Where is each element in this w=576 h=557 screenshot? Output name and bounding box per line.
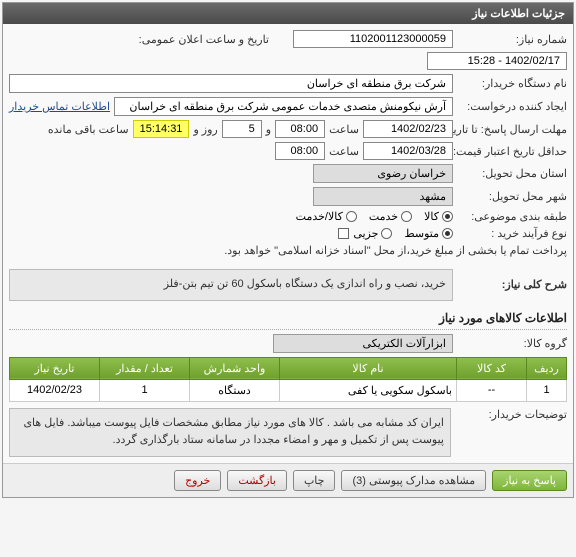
city-label: شهر محل تحویل: xyxy=(457,190,567,203)
col-row: ردیف xyxy=(527,357,567,379)
cell-qty: 1 xyxy=(100,379,190,401)
cell-name: باسکول سکویی یا کفی xyxy=(280,379,457,401)
button-bar: پاسخ به نیاز مشاهده مدارک پیوستی (3) چاپ… xyxy=(3,463,573,497)
reply-button[interactable]: پاسخ به نیاز xyxy=(492,470,567,491)
req-no-value: 1102001123000059 xyxy=(293,30,453,48)
panel-title: جزئیات اطلاعات نیاز xyxy=(3,3,573,24)
cell-date: 1402/02/23 xyxy=(10,379,100,401)
radio-dot-icon xyxy=(442,228,453,239)
province-label: استان محل تحویل: xyxy=(457,167,567,180)
days-value: 5 xyxy=(222,120,262,138)
buyer-notes-label: توضیحات خریدار: xyxy=(457,408,567,421)
close-button[interactable]: خروج xyxy=(174,470,221,491)
category-group: کالا خدمت کالا/خدمت xyxy=(296,210,453,223)
cell-code: -- xyxy=(457,379,527,401)
province-value: خراسان رضوی xyxy=(313,164,453,183)
city-value: مشهد xyxy=(313,187,453,206)
col-qty: تعداد / مقدار xyxy=(100,357,190,379)
buyer-notes-box: ایران کد مشابه می باشد . کالا های مورد ن… xyxy=(9,408,451,457)
contact-link[interactable]: اطلاعات تماس خریدار xyxy=(9,100,110,113)
and-label: و xyxy=(266,123,271,136)
process-group: متوسط جزیی xyxy=(353,227,453,240)
back-button[interactable]: بازگشت xyxy=(227,470,287,491)
cat-service-radio[interactable]: خدمت xyxy=(369,210,412,223)
cell-row: 1 xyxy=(527,379,567,401)
process-label: نوع فرآیند خرید : xyxy=(457,227,567,240)
time-label-1: ساعت xyxy=(329,123,359,136)
valid-label: حداقل تاریخ اعتبار قیمت: تا تاریخ: xyxy=(457,145,567,158)
payment-label: پرداخت تمام یا بخشی از مبلغ خرید،از محل … xyxy=(9,244,567,257)
group-label: گروه کالا: xyxy=(457,337,567,350)
valid-date: 1402/03/28 xyxy=(363,142,453,160)
req-no-label: شماره نیاز: xyxy=(457,33,567,46)
deadline-date: 1402/02/23 xyxy=(363,120,453,138)
buyer-label: نام دستگاه خریدار: xyxy=(457,77,567,90)
days-label: روز و xyxy=(193,123,217,136)
items-section-title: اطلاعات کالاهای مورد نیاز xyxy=(9,307,567,330)
radio-dot-icon xyxy=(381,228,392,239)
valid-time: 08:00 xyxy=(275,142,325,160)
items-table: ردیف کد کالا نام کالا واحد شمارش تعداد /… xyxy=(9,357,567,402)
creator-label: ایجاد کننده درخواست: xyxy=(457,100,567,113)
attachments-button[interactable]: مشاهده مدارک پیوستی (3) xyxy=(341,470,486,491)
ann-date-value: 1402/02/17 - 15:28 xyxy=(427,52,567,70)
buyer-value: شرکت برق منطقه ای خراسان xyxy=(9,74,453,93)
cat-both-radio[interactable]: کالا/خدمت xyxy=(296,210,357,223)
table-row[interactable]: 1 -- باسکول سکویی یا کفی دستگاه 1 1402/0… xyxy=(10,379,567,401)
details-panel: جزئیات اطلاعات نیاز شماره نیاز: 11020011… xyxy=(2,2,574,498)
category-label: طبقه بندی موضوعی: xyxy=(457,210,567,223)
group-value: ابزارآلات الکتریکی xyxy=(273,334,453,353)
col-code: کد کالا xyxy=(457,357,527,379)
deadline-label: مهلت ارسال پاسخ: تا تاریخ: xyxy=(457,123,567,136)
payment-checkbox[interactable] xyxy=(338,228,349,239)
remaining-time: 15:14:31 xyxy=(133,120,190,138)
ann-date-label: تاریخ و ساعت اعلان عمومی: xyxy=(139,33,269,46)
summary-box: خرید، نصب و راه اندازی يک دستگاه باسکول … xyxy=(9,269,453,301)
print-button[interactable]: چاپ xyxy=(293,470,336,491)
proc-minor2-radio[interactable]: جزیی xyxy=(353,227,392,240)
radio-dot-icon xyxy=(442,211,453,222)
cell-unit: دستگاه xyxy=(190,379,280,401)
form-body: شماره نیاز: 1102001123000059 تاریخ و ساع… xyxy=(3,24,573,463)
col-name: نام کالا xyxy=(280,357,457,379)
col-unit: واحد شمارش xyxy=(190,357,280,379)
deadline-time: 08:00 xyxy=(275,120,325,138)
col-date: تاریخ نیاز xyxy=(10,357,100,379)
radio-dot-icon xyxy=(346,211,357,222)
cat-goods-radio[interactable]: کالا xyxy=(424,210,453,223)
summary-label: شرح کلی نیاز: xyxy=(457,278,567,291)
radio-dot-icon xyxy=(401,211,412,222)
remaining-label: ساعت باقی مانده xyxy=(48,123,129,136)
time-label-2: ساعت xyxy=(329,145,359,158)
creator-value: آرش نیکومنش متصدی خدمات عمومی شرکت برق م… xyxy=(114,97,453,116)
proc-minor-radio[interactable]: متوسط xyxy=(404,227,453,240)
